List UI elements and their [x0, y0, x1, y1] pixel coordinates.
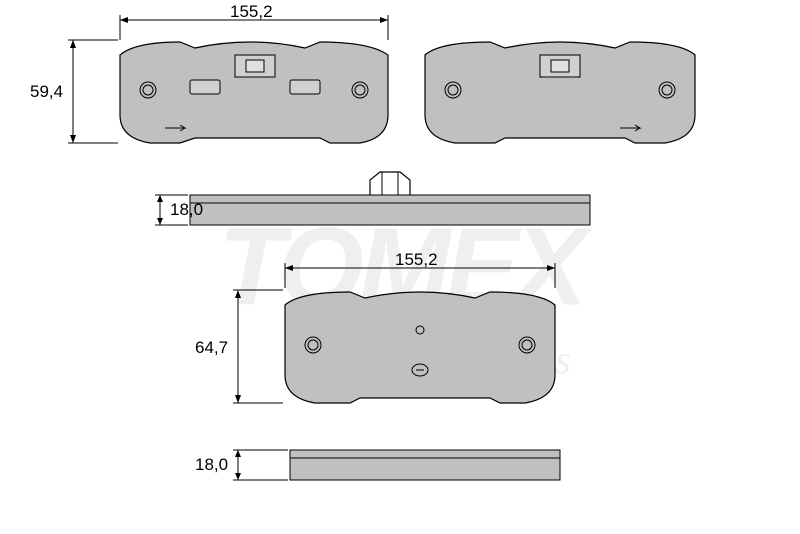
side-view-bottom [290, 450, 560, 480]
diagram-canvas: 155,2 59,4 18,0 155,2 64,7 18,0 [0, 0, 800, 534]
bottom-pad [285, 292, 555, 403]
dim-label-bottom-height: 64,7 [195, 338, 228, 358]
top-left-pad [120, 42, 388, 143]
dim-label-bottom-thick: 18,0 [195, 455, 228, 475]
dim-label-top-width: 155,2 [230, 2, 273, 22]
dim-label-top-height: 59,4 [30, 82, 63, 102]
dim-bottom-height [233, 290, 283, 403]
dim-bottom-thickness [233, 450, 288, 480]
dim-top-height [68, 40, 118, 143]
dim-label-top-thick: 18,0 [170, 200, 203, 220]
dim-label-bottom-width: 155,2 [395, 250, 438, 270]
side-view-top [190, 172, 590, 225]
top-right-pad [425, 42, 695, 143]
